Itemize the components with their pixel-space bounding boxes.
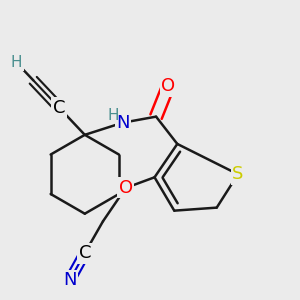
Text: H: H xyxy=(108,108,119,123)
Text: N: N xyxy=(116,114,130,132)
Text: S: S xyxy=(232,165,244,183)
Text: H: H xyxy=(11,55,22,70)
Text: O: O xyxy=(119,179,133,197)
Text: C: C xyxy=(53,98,65,116)
Text: N: N xyxy=(63,272,76,290)
Text: O: O xyxy=(161,77,175,95)
Text: C: C xyxy=(79,244,91,262)
